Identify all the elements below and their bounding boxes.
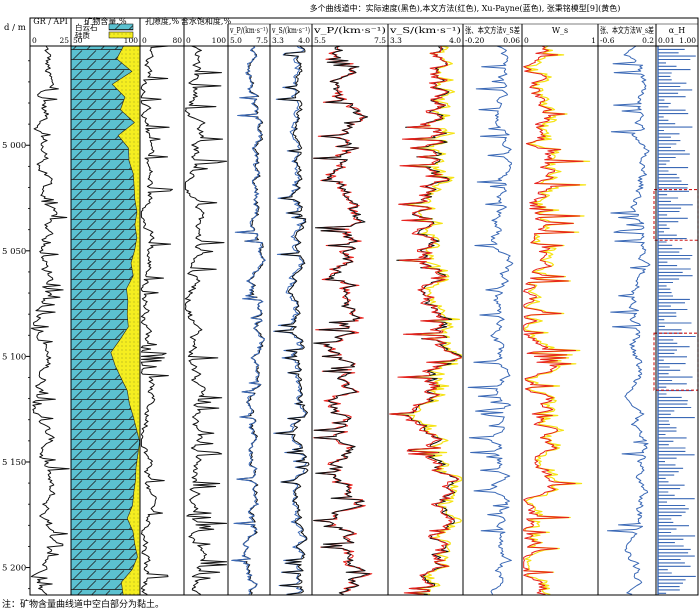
figure-border bbox=[29, 17, 699, 596]
dws-series bbox=[607, 46, 651, 595]
depth-tick-label-5000: 5 000 bbox=[2, 141, 26, 151]
highlight-box-0 bbox=[653, 189, 699, 241]
track-label-gr: GR / API bbox=[33, 17, 68, 26]
track-max-porosity: 80 bbox=[172, 36, 182, 45]
track-min-sw: 0 bbox=[186, 36, 191, 45]
vs1-xupayne-series bbox=[273, 46, 308, 595]
legend-label-1: 硅质 bbox=[75, 30, 90, 40]
depth-tick-label-5200: 5 200 bbox=[2, 564, 26, 574]
track-max-vp1: 7.5 bbox=[256, 36, 268, 45]
gr-series bbox=[30, 46, 70, 595]
depth-axis: 5 000 5 050 5 100 5 150 5 200 bbox=[2, 60, 30, 590]
depth-tick-label-5050: 5 050 bbox=[2, 247, 26, 257]
track-label-porosity: 孔隙度,% bbox=[145, 16, 180, 26]
ws-zhang-series bbox=[523, 46, 591, 595]
porosity-series bbox=[140, 46, 173, 595]
track-label-vs2: v_S/(km·s⁻¹) bbox=[389, 26, 461, 35]
plot-area bbox=[30, 46, 698, 595]
track-frames bbox=[29, 17, 699, 596]
dvs-series bbox=[467, 46, 514, 595]
ws-method-series bbox=[523, 46, 584, 595]
vs2-method-series bbox=[389, 46, 462, 595]
footnote: 注：矿物含量曲线道中空白部分为黏土。 bbox=[2, 598, 164, 610]
vp2-actual-series bbox=[313, 46, 370, 595]
legend-swatch-1 bbox=[108, 31, 134, 39]
track-min-vp2: 5.5 bbox=[314, 36, 326, 45]
legend-swatch-0 bbox=[108, 23, 134, 31]
track-label-alpha: α_H bbox=[669, 26, 685, 35]
depth-tick-label-5100: 5 100 bbox=[2, 352, 26, 362]
track-label-sw: 含水饱和度,% bbox=[181, 16, 232, 26]
track-max-vp2: 7.5 bbox=[374, 36, 386, 45]
depth-axis-label: d / m bbox=[4, 23, 26, 33]
track-label-vp1: v_P/(km·s⁻¹) bbox=[229, 26, 268, 35]
track-min-ws: 0 bbox=[524, 36, 529, 45]
track-max-sw: 100 bbox=[212, 36, 227, 45]
sw-series bbox=[184, 46, 228, 595]
vs1-actual-series bbox=[274, 46, 310, 595]
depth-tick-label-5150: 5 150 bbox=[2, 458, 26, 468]
vp1-xupayne-series bbox=[231, 46, 266, 595]
track-max-dvs: 0.06 bbox=[503, 36, 520, 45]
track-label-vs1: v_S/(km·s⁻¹) bbox=[271, 26, 310, 35]
track-label-vp2: v_P/(km·s⁻¹) bbox=[313, 26, 386, 35]
track-min-vp1: 5.0 bbox=[230, 36, 242, 45]
track-min-gr: 0 bbox=[32, 36, 37, 45]
track-label-ws: W_s bbox=[552, 26, 568, 35]
track-headers: 多个曲线道中：实际速度(黑色),本文方法(红色), Xu-Payne(蓝色), … bbox=[4, 3, 696, 45]
track-min-vs1: 3.3 bbox=[272, 36, 284, 45]
vp2-method-series bbox=[313, 46, 373, 595]
track-label-dws: 张、本文方法W_s差 bbox=[600, 25, 654, 35]
track-min-dws: -0.6 bbox=[600, 36, 615, 45]
track-label-mineral: 矿物含量,% bbox=[84, 16, 127, 26]
track-max-gr: 25 bbox=[59, 36, 69, 45]
track-max-vs1: 4.0 bbox=[298, 36, 310, 45]
track-max-dws: 0.2 bbox=[642, 36, 654, 45]
track-max-ws: 1 bbox=[591, 36, 596, 45]
track-max-mineral: 100 bbox=[124, 36, 139, 45]
dolomite-fill bbox=[70, 46, 140, 595]
track-min-vs2: 3.3 bbox=[390, 36, 402, 45]
track-min-alpha: 0.01 bbox=[658, 36, 675, 45]
alpha-series bbox=[658, 46, 696, 594]
track-min-dvs: -0.20 bbox=[465, 36, 484, 45]
track-max-vs2: 4.0 bbox=[449, 36, 461, 45]
track-max-alpha: 1.00 bbox=[679, 36, 696, 45]
track-min-porosity: 0 bbox=[142, 36, 147, 45]
track-label-dvs: 张、本文方法v_S差 bbox=[465, 25, 520, 35]
track-min-mineral: 50 bbox=[73, 36, 83, 45]
legend-label-0: 白云石 bbox=[75, 22, 98, 32]
chart-title: 多个曲线道中：实际速度(黑色),本文方法(红色), Xu-Payne(蓝色), … bbox=[310, 3, 621, 13]
